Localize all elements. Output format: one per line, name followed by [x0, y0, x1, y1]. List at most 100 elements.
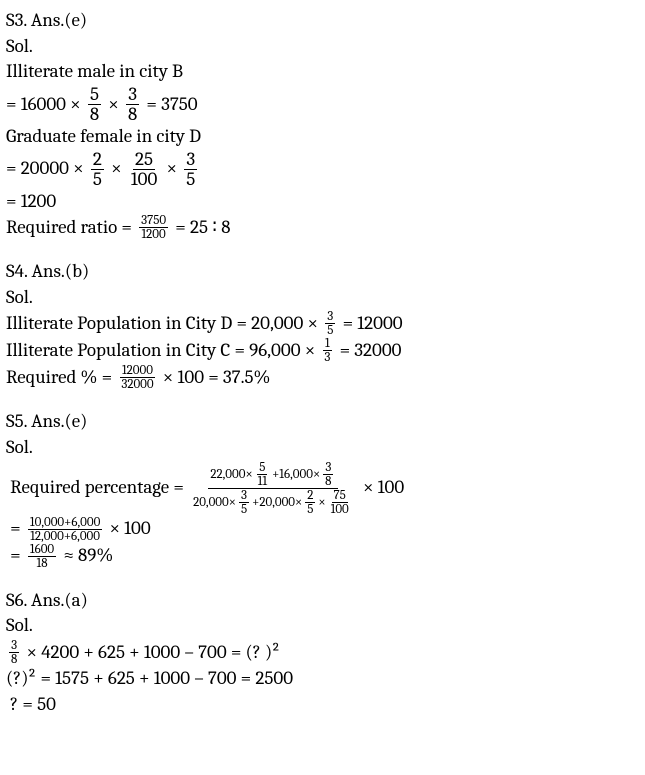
text: S4. Ans.(b)	[6, 259, 89, 285]
numerator: 3750	[139, 214, 168, 228]
numerator: 3	[184, 150, 197, 170]
text: Sol.	[6, 613, 33, 639]
text: = 16000 ×	[6, 92, 85, 118]
fraction: 38	[126, 85, 139, 124]
text: × 100	[105, 516, 150, 542]
s6-sol: Sol.	[6, 613, 639, 639]
numerator: 3	[9, 639, 19, 653]
fraction: 38	[9, 639, 19, 666]
numerator: 12000	[120, 364, 155, 378]
text: Sol.	[6, 34, 33, 60]
denominator: 5	[305, 503, 315, 516]
s5-header: S5. Ans.(e)	[6, 409, 639, 435]
denominator: 100	[129, 170, 160, 189]
text: × 4200 + 625 + 1000 – 700 = (? )²	[22, 640, 280, 666]
text: ×	[162, 156, 181, 182]
text: S5. Ans.(e)	[6, 409, 87, 435]
s3-line4: = 20000 × 25 × 25100 × 35	[6, 150, 639, 189]
text: S6. Ans.(a)	[6, 588, 88, 614]
fraction: 35	[184, 150, 197, 189]
s6-line2: (?)² = 1575 + 625 + 1000 – 700 = 2500	[6, 666, 639, 692]
numerator: 2	[91, 150, 104, 170]
s4-line3: Required % = 1200032000 × 100 = 37.5%	[6, 364, 639, 391]
s5-line2: = 10,000+6,00012,000+6,000 × 100	[6, 516, 639, 543]
text: = 32000	[335, 338, 401, 364]
numerator: 3	[323, 461, 333, 475]
fraction: 35	[239, 489, 249, 516]
text: Illiterate Population in City D = 20,000…	[6, 311, 322, 337]
denominator: 100	[329, 503, 351, 516]
text: = 20000 ×	[6, 156, 88, 182]
numerator: 25	[133, 150, 155, 170]
s5-sol: Sol.	[6, 435, 639, 461]
fraction: 511	[256, 461, 269, 488]
text: =	[6, 516, 25, 542]
denominator: 5	[91, 170, 104, 189]
numerator: 1600	[28, 543, 56, 557]
numerator: 75	[332, 489, 348, 503]
numerator: 1	[323, 337, 332, 351]
text: +20,000×	[252, 496, 302, 509]
denominator: 8	[88, 105, 101, 124]
text: ×	[107, 156, 126, 182]
denominator: 5	[184, 170, 197, 189]
text: = 25 ∶ 8	[171, 215, 230, 241]
text: ≈ 89%	[59, 543, 113, 569]
text: Required ratio =	[6, 215, 136, 241]
numerator: 22,000× 511 +16,000× 38	[208, 461, 338, 489]
denominator: 1200	[139, 228, 167, 241]
fraction: 1200032000	[119, 364, 155, 391]
text: ×	[104, 92, 123, 118]
s4-line2: Illiterate Population in City C = 96,000…	[6, 337, 639, 364]
denominator: 8	[126, 105, 139, 124]
denominator: 32000	[119, 378, 155, 391]
compound-fraction: 22,000× 511 +16,000× 38 20,000× 35 +20,0…	[191, 461, 356, 516]
s6-line1: 38 × 4200 + 625 + 1000 – 700 = (? )²	[6, 639, 639, 666]
s4-header: S4. Ans.(b)	[6, 259, 639, 285]
fraction: 13	[322, 337, 332, 364]
fraction: 25100	[129, 150, 160, 189]
denominator: 18	[35, 557, 50, 570]
s6-header: S6. Ans.(a)	[6, 588, 639, 614]
s3-header: S3. Ans.(e)	[6, 8, 639, 34]
text: 20,000×	[193, 496, 236, 509]
text: = 1200	[6, 189, 56, 215]
text: = 12000	[338, 311, 402, 337]
denominator: 8	[323, 475, 333, 488]
s3-line3: Graduate female in city D	[6, 124, 639, 150]
s4-sol: Sol.	[6, 285, 639, 311]
text: ×	[318, 496, 325, 509]
s6-line3: ? = 50	[6, 692, 639, 718]
denominator: 11	[256, 475, 269, 488]
text: =	[6, 543, 25, 569]
text: 22,000×	[210, 468, 252, 481]
s3-sol: Sol.	[6, 34, 639, 60]
text: = 3750	[142, 92, 197, 118]
fraction: 38	[323, 461, 333, 488]
numerator: 3	[126, 85, 139, 105]
text: Required percentage =	[6, 475, 188, 501]
fraction: 75100	[329, 489, 351, 516]
text: Illiterate Population in City C = 96,000…	[6, 338, 319, 364]
text: × 100 = 37.5%	[159, 365, 271, 391]
fraction: 25	[91, 150, 104, 189]
numerator: 5	[257, 461, 267, 475]
s3-line6: Required ratio = 37501200 = 25 ∶ 8	[6, 214, 639, 241]
text: Required % =	[6, 365, 116, 391]
text: S3. Ans.(e)	[6, 8, 87, 34]
text: +16,000×	[272, 468, 320, 481]
solutions-page: S3. Ans.(e) Sol. Illiterate male in city…	[0, 0, 645, 731]
s5-line3: = 160018 ≈ 89%	[6, 543, 639, 570]
text: Sol.	[6, 435, 33, 461]
denominator: 20,000× 35 +20,000× 25 × 75100	[191, 489, 356, 516]
text: ? = 50	[6, 692, 56, 718]
denominator: 8	[9, 653, 19, 666]
text: × 100	[359, 475, 404, 501]
denominator: 3	[322, 351, 332, 364]
s3-line5: = 1200	[6, 189, 639, 215]
fraction: 37501200	[139, 214, 168, 241]
fraction: 160018	[28, 543, 56, 570]
text: Graduate female in city D	[6, 124, 201, 150]
text: Sol.	[6, 285, 33, 311]
numerator: 3	[325, 310, 335, 324]
